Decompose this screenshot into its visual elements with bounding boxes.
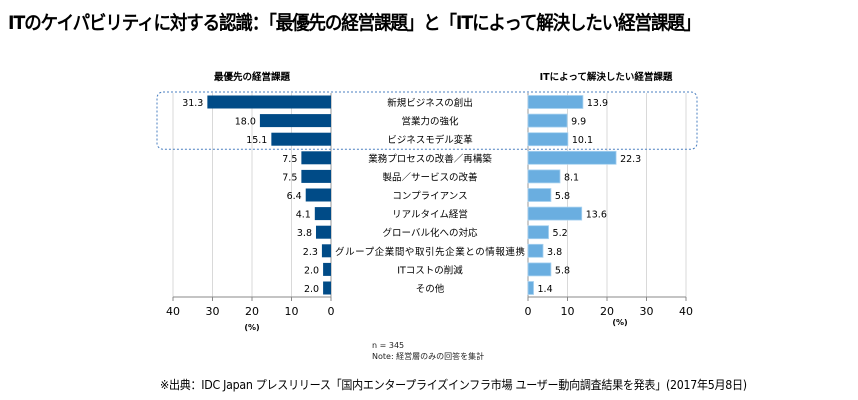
category-label: コンプライアンス — [392, 191, 467, 202]
category-label: 営業力の強化 — [401, 116, 459, 128]
right-tick-label: 40 — [679, 305, 693, 318]
right-data-label: 1.4 — [538, 284, 553, 295]
left-bar — [314, 207, 331, 221]
left-data-label: 6.4 — [287, 191, 302, 202]
left-tick-label: 40 — [166, 305, 180, 318]
right-bar — [527, 262, 552, 277]
right-bar — [527, 243, 544, 258]
category-label: ビジネスモデル変革 — [387, 134, 473, 146]
right-bar — [527, 188, 552, 202]
left-data-label: 7.5 — [282, 172, 297, 183]
category-label: 業務プロセスの改善／再構築 — [368, 153, 492, 165]
left-data-label: 3.8 — [297, 228, 312, 239]
category-label: その他 — [416, 283, 445, 295]
left-data-label: 2.0 — [304, 265, 319, 276]
right-tick-label: 10 — [561, 305, 575, 318]
left-data-label: 31.3 — [182, 98, 203, 109]
right-data-label: 13.9 — [587, 98, 608, 109]
right-data-label: 5.8 — [555, 265, 570, 276]
page-title: ITのケイパビリティに対する認識：「最優先の経営課題」と「ITによって解決したい… — [8, 12, 701, 34]
right-data-label: 22.3 — [620, 154, 641, 165]
right-bar — [527, 95, 584, 109]
left-tick-label: 10 — [285, 305, 299, 318]
right-tick-label: 0 — [525, 305, 532, 318]
left-tick-label: 20 — [245, 305, 259, 318]
right-series-title: ITによって解決したい経営課題 — [540, 71, 673, 83]
highlight-box — [156, 91, 698, 150]
right-bar — [527, 206, 583, 221]
left-bar — [321, 244, 331, 258]
category-label: グループ企業間や取引先企業との情報連携 — [335, 246, 525, 258]
sample-size-note: n = 345 — [372, 341, 405, 350]
respondent-note: Note: 経営層のみの回答を集計 — [372, 352, 485, 361]
right-x-axis-label: (%) — [612, 318, 627, 327]
right-data-label: 10.1 — [572, 135, 593, 146]
category-label: 製品／サービスの改善 — [382, 171, 478, 183]
left-bar — [301, 169, 331, 183]
category-label: リアルタイム経営 — [392, 209, 468, 221]
category-label: 新規ビジネスの創出 — [387, 97, 473, 109]
left-bar — [271, 132, 331, 146]
right-tick-label: 30 — [640, 305, 654, 318]
chart-notes: n = 345 Note: 経営層のみの回答を集計 — [372, 340, 484, 362]
right-data-label: 5.8 — [555, 191, 570, 202]
right-bar — [527, 169, 561, 184]
right-data-label: 9.9 — [571, 117, 586, 128]
left-tick-label: 0 — [328, 305, 335, 318]
left-bar — [207, 95, 331, 109]
left-bar — [301, 151, 331, 165]
left-series-title: 最優先の経営課題 — [214, 71, 291, 83]
left-tick-label: 30 — [206, 305, 220, 318]
left-data-label: 15.1 — [246, 135, 267, 146]
left-data-label: 4.1 — [296, 210, 311, 221]
right-data-label: 5.2 — [553, 228, 568, 239]
left-data-label: 2.0 — [304, 284, 319, 295]
left-bar — [323, 262, 331, 276]
right-data-label: 3.8 — [547, 247, 562, 258]
category-label: グローバル化への対応 — [383, 227, 478, 239]
right-data-label: 13.6 — [586, 210, 607, 221]
left-bar — [305, 188, 331, 202]
right-bar — [527, 225, 549, 240]
left-bar — [259, 114, 331, 128]
right-data-label: 8.1 — [564, 172, 579, 183]
category-label: ITコストの削減 — [397, 264, 463, 276]
left-data-label: 18.0 — [235, 117, 256, 128]
left-bar — [323, 281, 331, 295]
right-bar — [527, 150, 617, 165]
left-data-label: 7.5 — [282, 154, 297, 165]
right-tick-label: 20 — [600, 305, 614, 318]
left-x-axis-label: (%) — [244, 323, 259, 332]
right-bar — [527, 132, 569, 147]
right-bar — [527, 113, 568, 128]
left-bar — [315, 225, 331, 239]
source-citation: ※出典：IDC Japan プレスリリース「国内エンタープライズインフラ市場 ユ… — [160, 378, 747, 392]
left-data-label: 2.3 — [303, 247, 318, 258]
right-bar — [527, 281, 534, 295]
